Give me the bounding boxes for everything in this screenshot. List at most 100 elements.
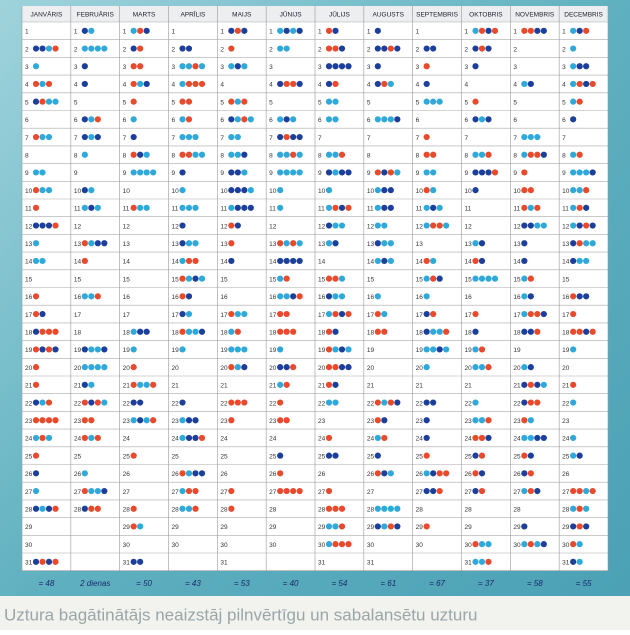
sticker xyxy=(521,240,528,247)
sticker xyxy=(527,222,534,229)
sticker xyxy=(374,27,381,34)
sticker xyxy=(381,187,388,194)
day-number: 14 xyxy=(465,259,473,266)
day-number: 11 xyxy=(269,206,276,213)
sticker xyxy=(423,151,430,158)
sticker xyxy=(277,328,284,335)
day-number: 7 xyxy=(318,135,322,142)
sticker xyxy=(52,328,59,335)
day-number: 8 xyxy=(416,152,420,159)
sticker xyxy=(325,452,333,459)
sticker xyxy=(534,310,541,318)
sticker xyxy=(570,523,577,530)
sticker xyxy=(423,328,430,335)
day-number: 19 xyxy=(220,347,228,354)
sticker xyxy=(81,187,88,194)
sticker xyxy=(137,381,144,388)
day-number: 26 xyxy=(123,471,131,478)
sticker xyxy=(430,399,437,406)
sticker xyxy=(88,133,95,141)
sticker xyxy=(277,133,284,141)
sticker xyxy=(589,222,596,229)
sticker xyxy=(39,80,46,88)
month-name: APRĪLIS xyxy=(180,11,206,19)
sticker xyxy=(81,151,88,158)
day-number: 12 xyxy=(416,223,424,230)
sticker xyxy=(143,169,150,176)
day-number: 24 xyxy=(123,436,131,443)
sticker xyxy=(290,151,297,158)
sticker xyxy=(325,275,333,282)
day-number: 1 xyxy=(416,29,420,36)
day-number: 28 xyxy=(74,506,82,513)
sticker xyxy=(81,204,88,211)
day-number: 6 xyxy=(25,117,29,124)
sticker xyxy=(394,399,401,406)
sticker xyxy=(527,364,534,371)
sticker xyxy=(381,505,388,512)
sticker xyxy=(478,487,486,495)
sticker xyxy=(94,487,101,495)
sticker xyxy=(576,541,583,548)
sticker xyxy=(472,541,479,548)
sticker xyxy=(185,45,193,52)
day-number: 9 xyxy=(318,170,322,177)
sticker xyxy=(472,470,479,477)
sticker xyxy=(345,364,352,371)
day-number: 13 xyxy=(269,241,277,248)
day-number: 23 xyxy=(269,418,277,425)
sticker xyxy=(430,346,437,353)
sticker xyxy=(81,399,88,406)
day-number: 27 xyxy=(318,489,326,496)
sticker xyxy=(423,98,430,105)
day-number: 25 xyxy=(367,453,375,460)
day-number: 16 xyxy=(172,294,180,301)
sticker xyxy=(88,381,95,388)
day-number: 27 xyxy=(416,489,424,496)
sticker xyxy=(491,275,499,282)
sticker xyxy=(478,240,486,247)
sticker xyxy=(241,151,248,158)
sticker xyxy=(94,293,101,300)
sticker xyxy=(234,364,241,371)
sticker xyxy=(325,45,333,52)
sticker xyxy=(45,133,53,141)
day-number: 22 xyxy=(367,400,375,407)
day-number: 20 xyxy=(25,365,33,372)
sticker xyxy=(374,187,381,194)
sticker xyxy=(137,204,144,211)
sticker xyxy=(485,151,492,158)
sticker xyxy=(521,523,528,530)
sticker xyxy=(179,328,186,335)
sticker xyxy=(179,310,186,318)
sticker xyxy=(540,151,547,158)
sticker xyxy=(234,98,241,105)
sticker xyxy=(478,558,486,565)
sticker xyxy=(332,346,339,353)
sticker xyxy=(491,27,499,34)
sticker xyxy=(228,487,235,495)
sticker xyxy=(130,63,137,70)
sticker xyxy=(81,417,88,424)
sticker xyxy=(94,399,101,406)
day-number: 17 xyxy=(318,312,326,319)
sticker xyxy=(381,470,388,477)
sticker xyxy=(290,169,297,176)
sticker xyxy=(521,381,528,388)
day-number: 2 xyxy=(562,46,566,53)
sticker xyxy=(430,275,437,282)
day-number: 31 xyxy=(25,560,33,567)
sticker xyxy=(325,204,333,211)
day-number: 20 xyxy=(513,365,521,372)
sticker xyxy=(241,63,248,70)
sticker xyxy=(130,151,137,158)
sticker xyxy=(228,151,235,158)
day-number: 28 xyxy=(25,506,33,513)
day-number: 31 xyxy=(562,560,570,567)
day-number: 12 xyxy=(123,223,131,230)
sticker xyxy=(430,187,437,194)
sticker xyxy=(94,204,101,211)
sticker xyxy=(521,399,528,406)
day-number: 14 xyxy=(367,259,375,266)
day-number: 18 xyxy=(416,329,424,336)
